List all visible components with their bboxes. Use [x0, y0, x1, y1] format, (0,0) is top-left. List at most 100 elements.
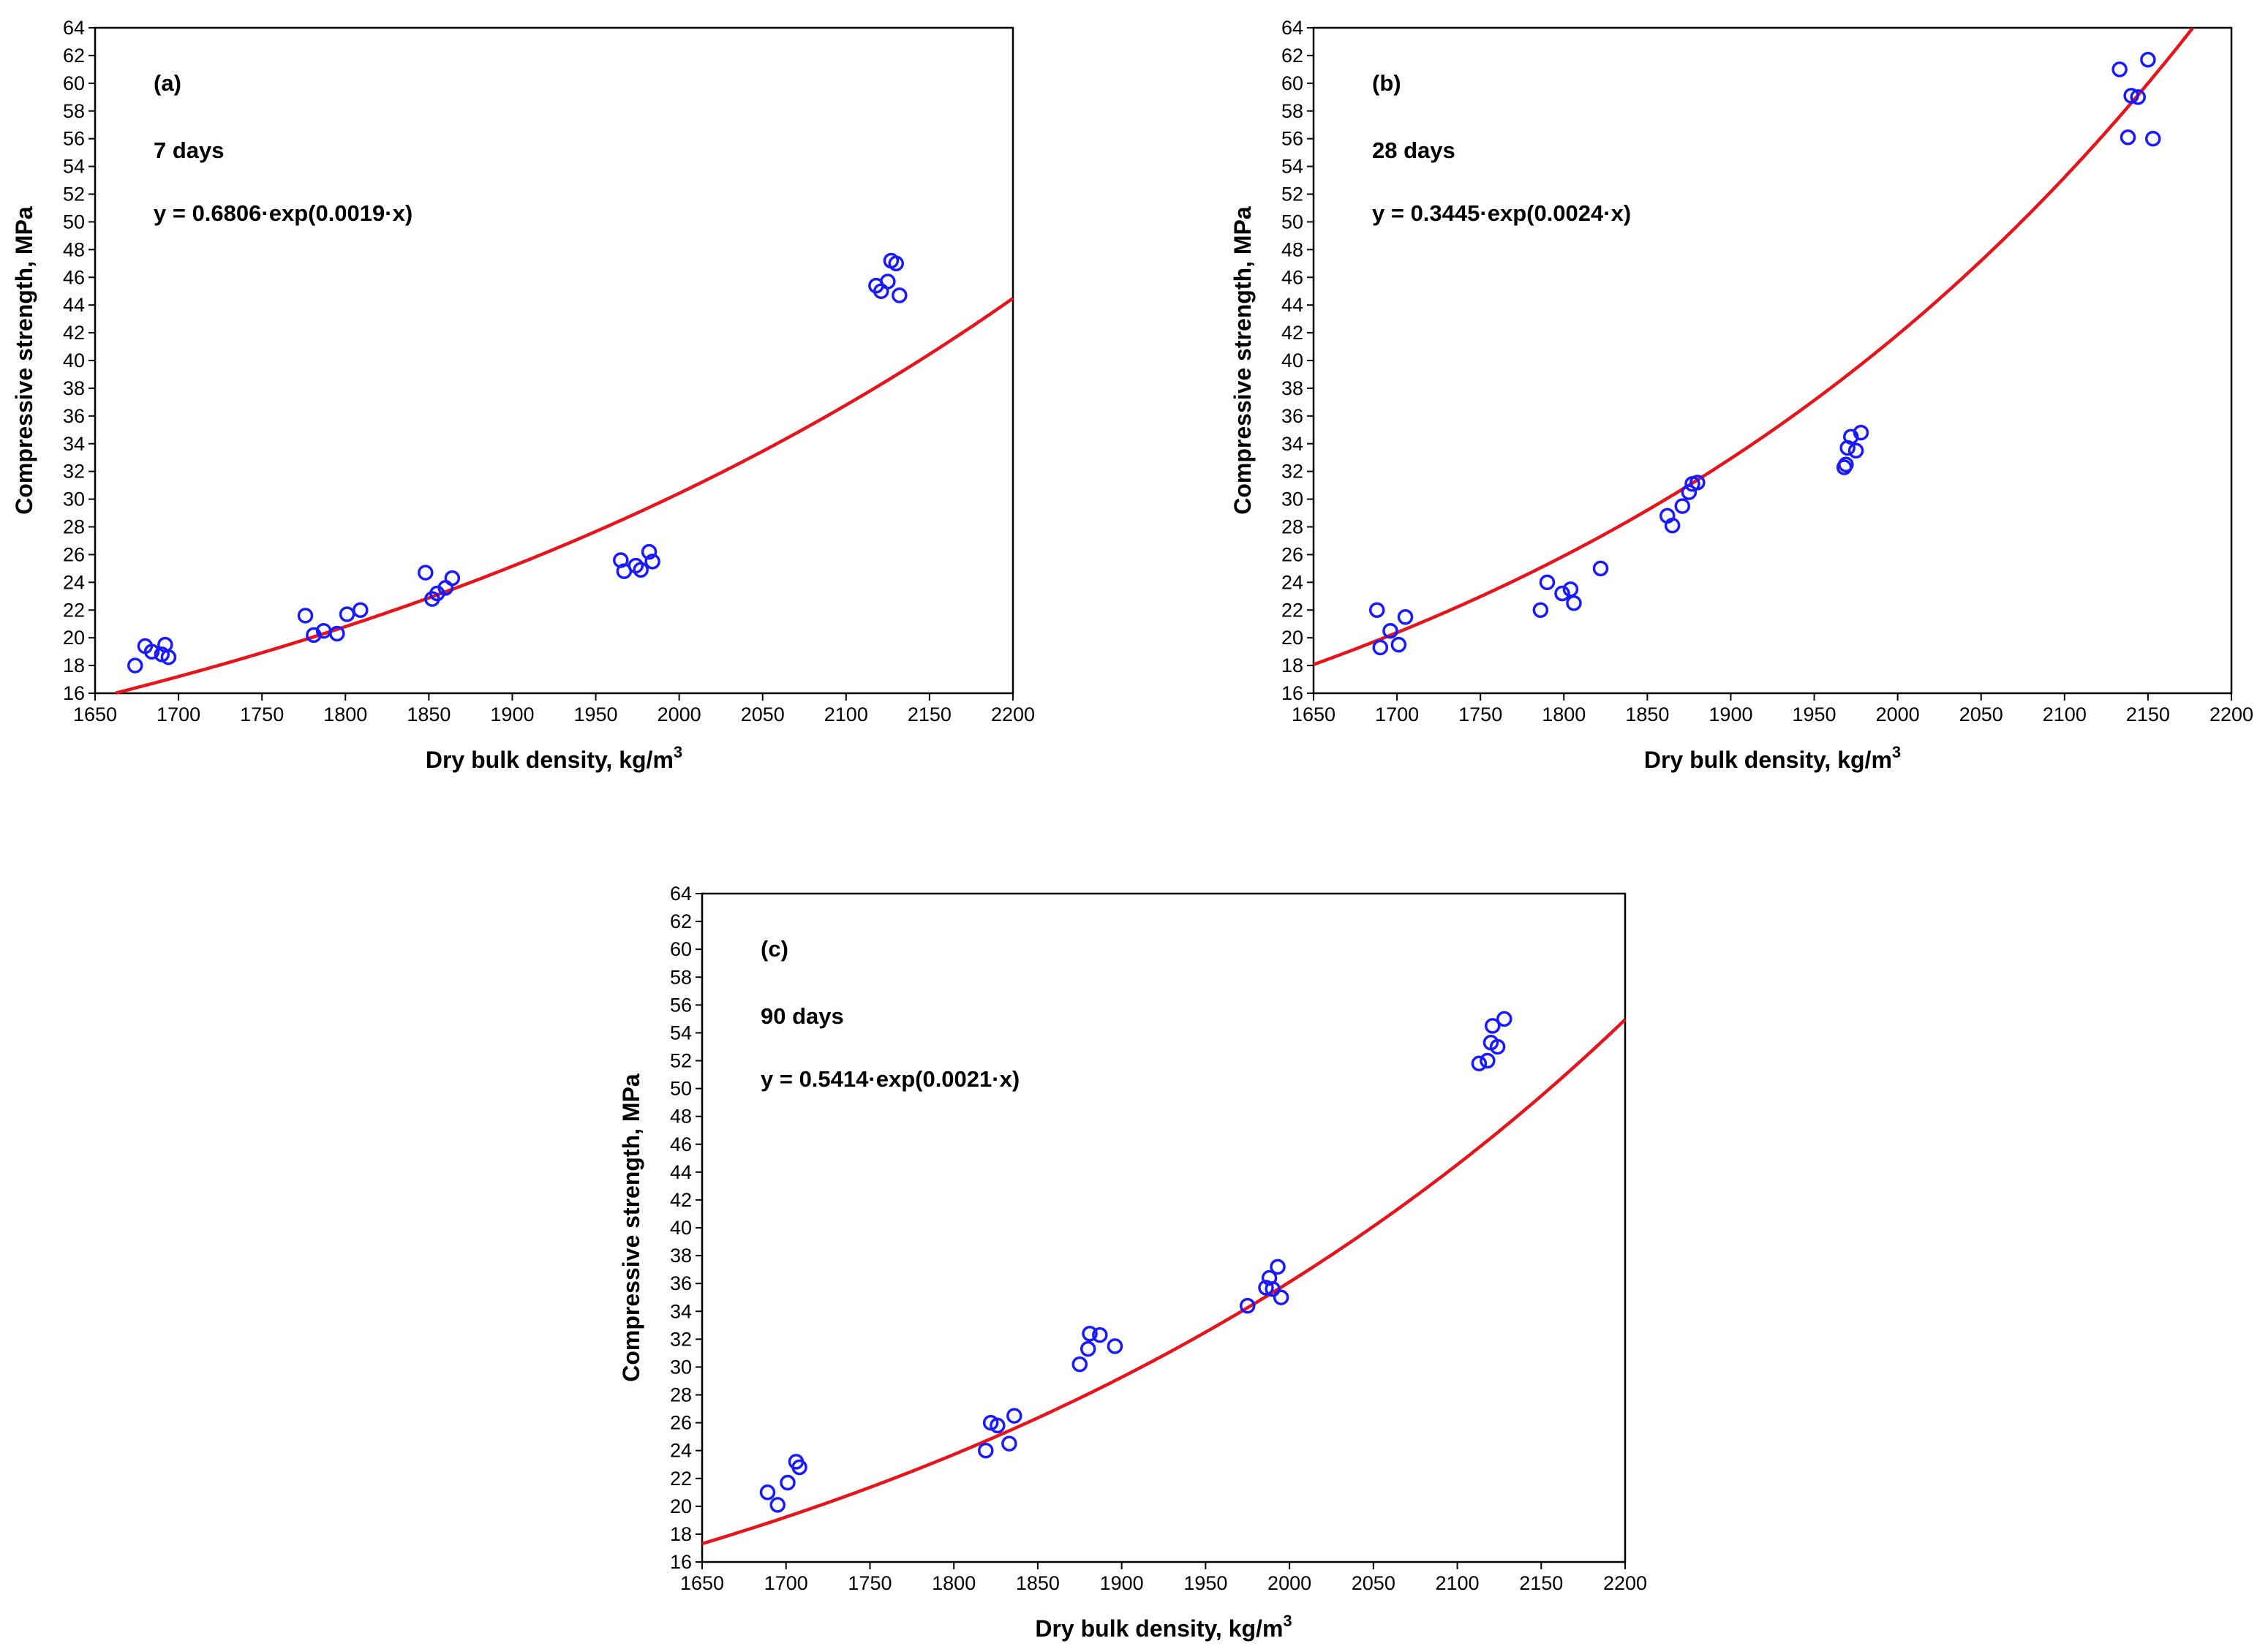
data-point-layer [1368, 51, 2161, 656]
x-tick-label: 2000 [1876, 703, 1920, 725]
y-tick-label: 56 [1281, 128, 1303, 150]
y-tick-label: 44 [670, 1161, 692, 1183]
fit-curve [115, 297, 1014, 695]
x-tick-label: 2150 [908, 703, 952, 725]
data-point [2111, 61, 2128, 78]
y-tick-label: 20 [1281, 627, 1303, 649]
y-tick-label: 16 [63, 682, 85, 704]
data-point [2130, 89, 2146, 105]
y-tick-label: 58 [63, 100, 85, 122]
data-point [990, 1417, 1006, 1434]
y-tick-label: 28 [670, 1384, 692, 1406]
data-point [444, 570, 461, 586]
chart-panel-b: 1650 1700 1750 1800 1850 1900 1950 2000 2050 2100… [1229, 17, 2253, 773]
data-point [978, 1442, 994, 1459]
data-point [1592, 560, 1609, 577]
y-tick-label: 16 [1281, 682, 1303, 704]
y-tick-label: 58 [1281, 100, 1303, 122]
plot-frame [1312, 26, 2233, 695]
data-point [2123, 88, 2139, 104]
x-tick-label: 1650 [1292, 703, 1335, 725]
y-axis-title: Compressive strength, MPa [618, 1073, 644, 1382]
y-tick-label: 60 [63, 72, 85, 94]
y-tick-label: 30 [63, 488, 85, 510]
data-point [1368, 602, 1385, 618]
x-tick-label: 1800 [1542, 703, 1586, 725]
y-tick-label: 62 [1281, 45, 1303, 67]
data-point [1390, 636, 1407, 653]
y-tick-label: 56 [670, 994, 692, 1016]
x-tick-label: 1650 [73, 703, 117, 725]
x-tick-label: 1950 [1183, 1572, 1227, 1594]
data-point [1484, 1018, 1501, 1034]
data-point [418, 565, 434, 581]
y-tick-label: 64 [63, 17, 85, 39]
data-point [160, 649, 177, 665]
x-tick-label: 1700 [1375, 703, 1419, 725]
y-tick-label: 34 [63, 433, 85, 455]
data-point [1372, 639, 1389, 656]
age-label: 28 days [1372, 137, 1455, 163]
y-tick-label: 64 [1281, 17, 1303, 39]
y-tick-label: 60 [670, 938, 692, 960]
y-tick-label: 34 [1281, 433, 1303, 455]
data-point [339, 606, 355, 622]
panel-label: (b) [1372, 70, 1401, 96]
y-tick-label: 22 [1281, 599, 1303, 621]
y-tick-label: 48 [670, 1106, 692, 1128]
y-tick-label: 54 [670, 1022, 692, 1044]
data-point [1382, 622, 1398, 639]
y-tick-label: 36 [1281, 405, 1303, 427]
data-point-layer [759, 1011, 1512, 1513]
y-tick-label: 56 [63, 128, 85, 150]
x-axis-title-superscript: 3 [1892, 743, 1901, 761]
data-point [1082, 1325, 1098, 1342]
y-tick-label: 28 [63, 516, 85, 538]
y-tick-label: 48 [63, 238, 85, 260]
data-point [1664, 517, 1681, 534]
x-tick-label: 2050 [741, 703, 785, 725]
y-tick-label: 42 [63, 322, 85, 344]
x-tick-label: 2000 [1267, 1572, 1311, 1594]
y-tick-label: 58 [670, 966, 692, 988]
data-point [1270, 1259, 1286, 1275]
y-tick-label: 54 [1281, 156, 1303, 178]
data-point [1001, 1435, 1017, 1452]
x-tick-label: 1850 [407, 703, 451, 725]
y-tick-label: 30 [1281, 488, 1303, 510]
y-tick-label: 16 [670, 1551, 692, 1573]
x-tick-label: 1900 [490, 703, 534, 725]
x-axis: 1650 1700 1750 1800 1850 1900 1950 2000 2050 2100… [1292, 693, 2253, 725]
y-tick-label: 40 [63, 350, 85, 371]
data-point [1239, 1297, 1256, 1314]
data-point [1080, 1340, 1096, 1357]
fit-equation: y = 0.5414·exp(0.0021·x) [761, 1066, 1020, 1092]
data-point [1853, 424, 1869, 441]
y-tick-label: 50 [1281, 211, 1303, 233]
data-point [2145, 130, 2161, 147]
data-point [880, 273, 896, 290]
y-tick-label: 18 [63, 654, 85, 676]
y-tick-label: 52 [63, 184, 85, 205]
x-tick-label: 1950 [1793, 703, 1836, 725]
data-point [1532, 602, 1549, 618]
y-tick-label: 38 [1281, 377, 1303, 399]
y-tick-label: 32 [670, 1328, 692, 1350]
y-axis: 16 18 20 22 24 26 28 30 32 34 36 38 40 42 44 46 48 50 52 54… [63, 17, 95, 704]
data-point [1539, 574, 1556, 591]
data-point [1689, 475, 1706, 491]
y-tick-label: 28 [1281, 516, 1303, 538]
y-tick-label: 44 [63, 294, 85, 316]
data-point [1496, 1011, 1512, 1027]
plot-frame [94, 26, 1014, 695]
x-tick-label: 1800 [932, 1572, 976, 1594]
data-point [1847, 442, 1864, 459]
y-tick-label: 26 [63, 543, 85, 565]
x-tick-label: 1900 [1708, 703, 1752, 725]
data-point [1566, 595, 1582, 611]
x-axis-title-text: Dry bulk density, kg/m [1035, 1615, 1283, 1642]
data-point [892, 287, 908, 303]
y-tick-label: 54 [63, 156, 85, 178]
x-tick-label: 1750 [848, 1572, 892, 1594]
